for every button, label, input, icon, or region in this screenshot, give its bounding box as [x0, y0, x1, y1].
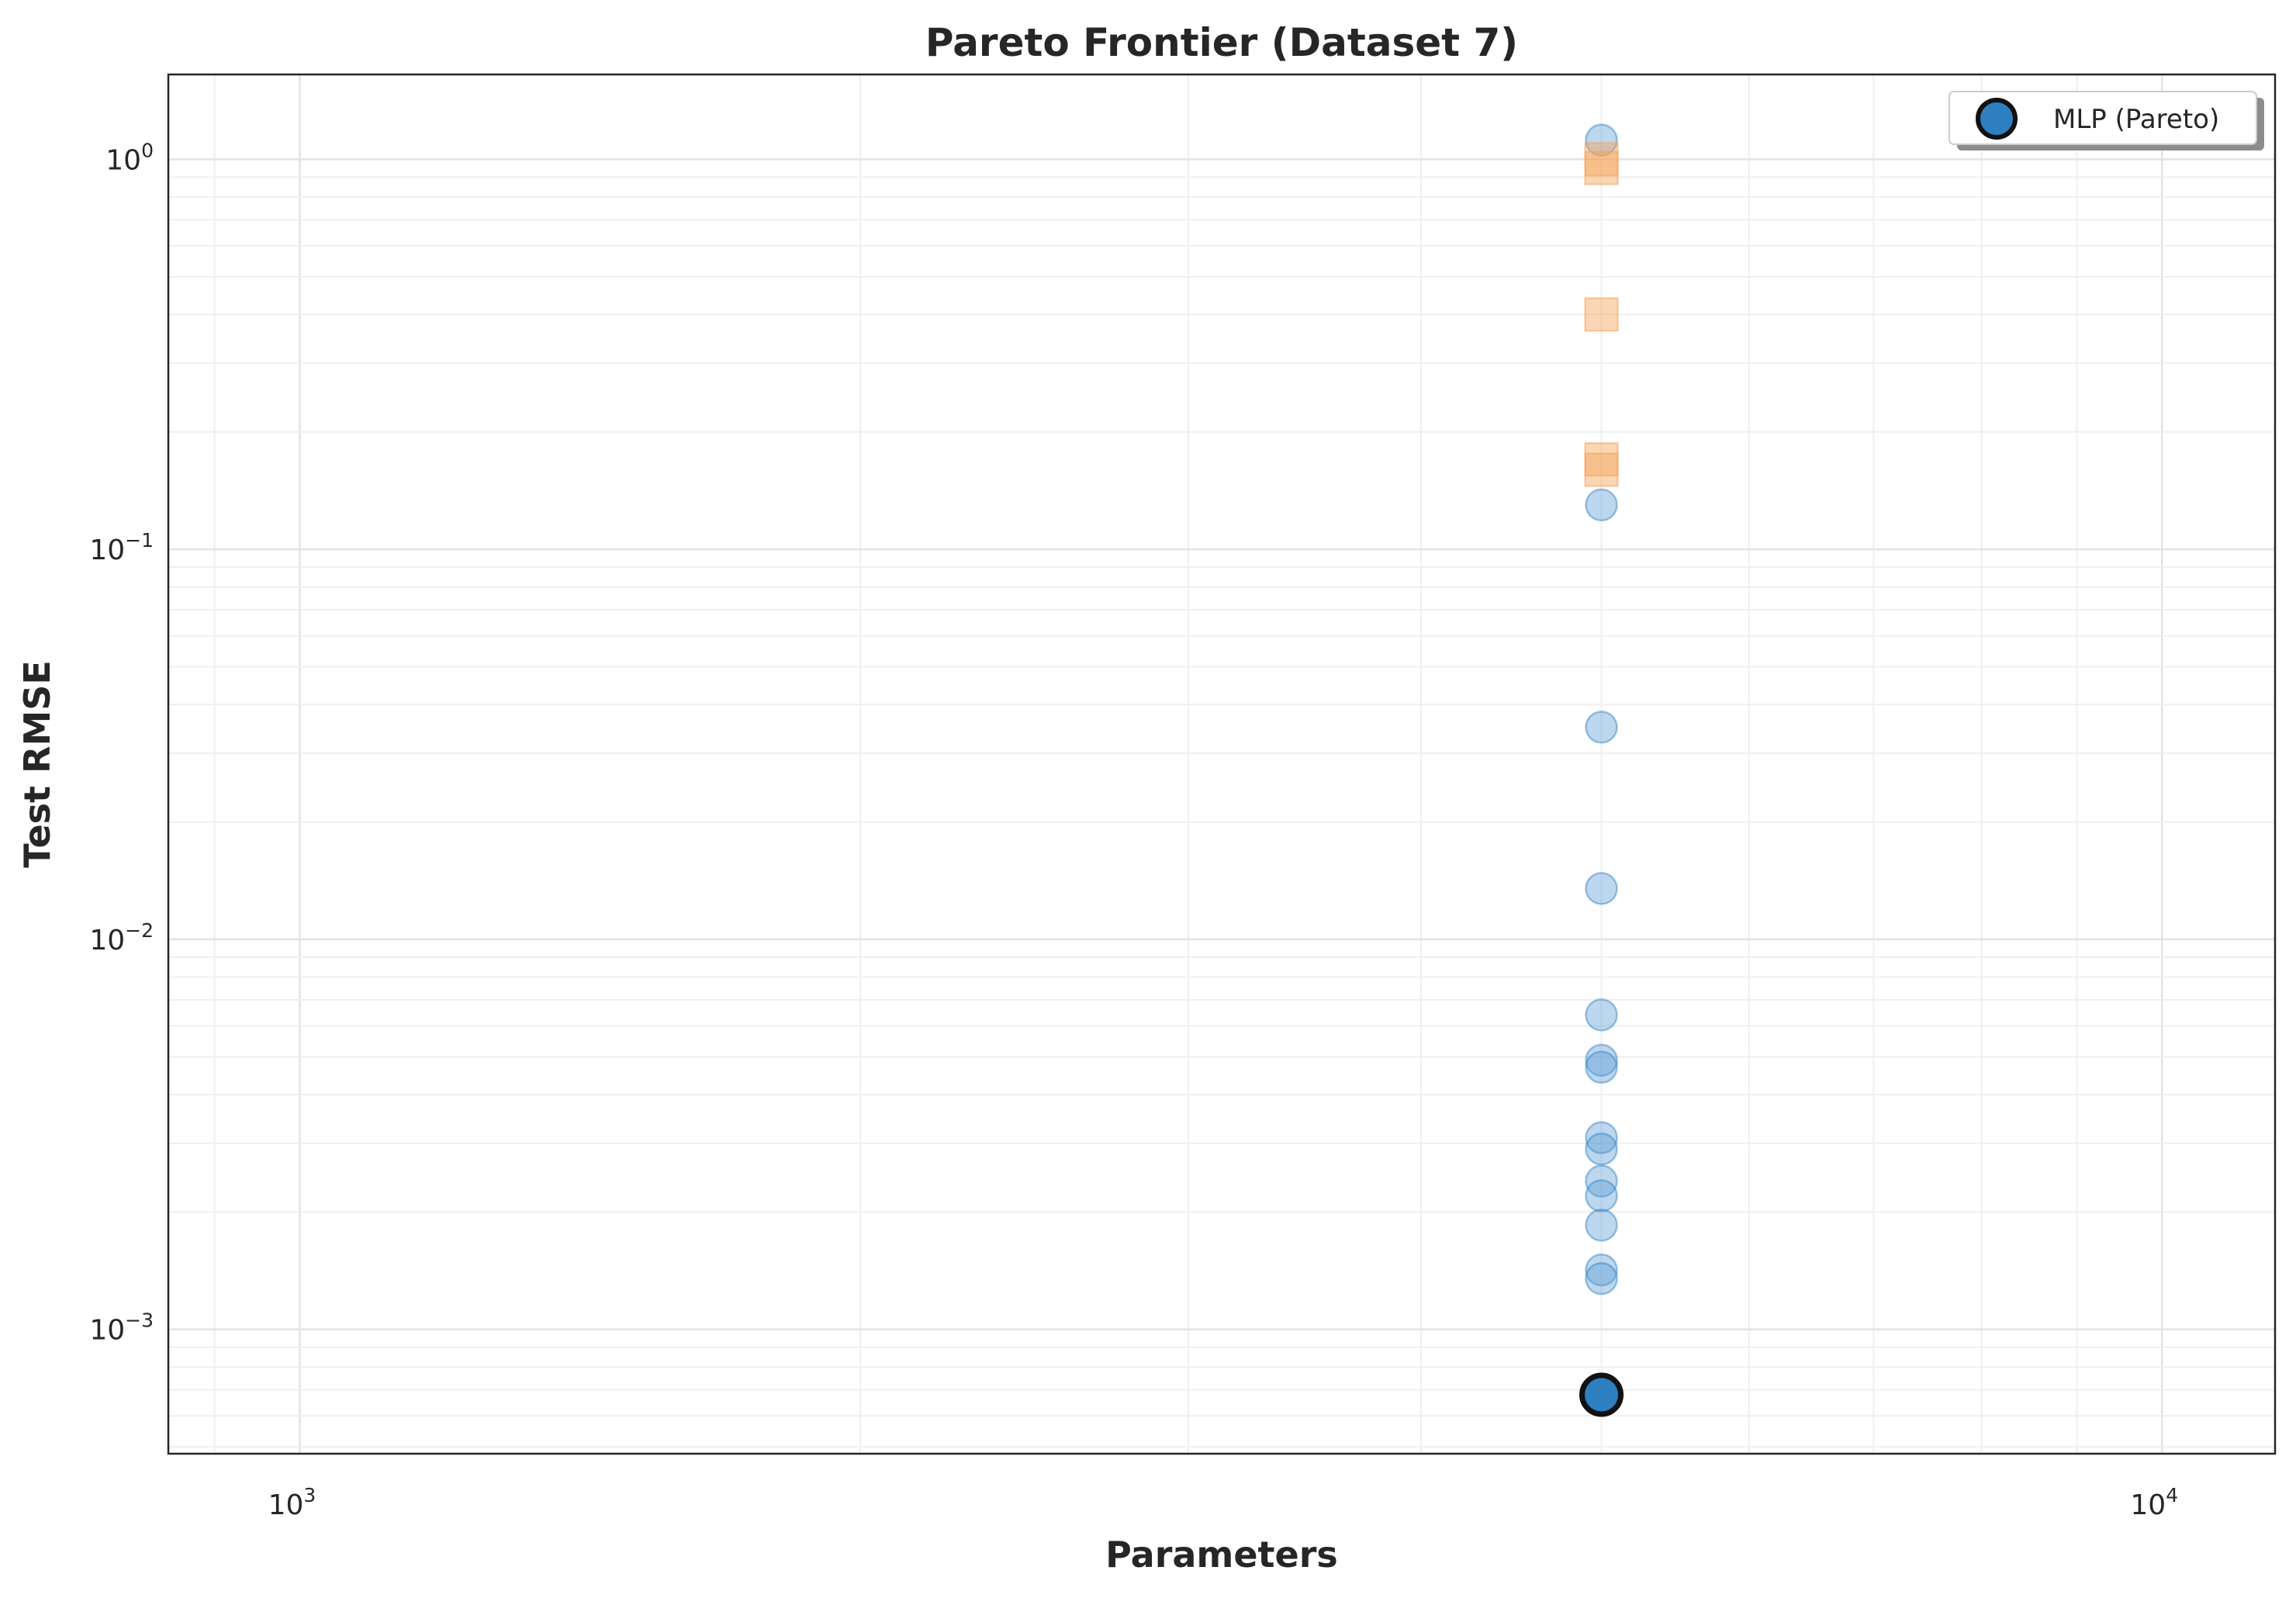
- legend-label-pareto: MLP (Pareto): [2053, 104, 2219, 135]
- circle-point: [1585, 1164, 1618, 1198]
- circle-point: [1585, 1253, 1618, 1287]
- y-axis-label: Test RMSE: [16, 660, 58, 868]
- circle-point: [1585, 488, 1618, 522]
- circle-point: [1585, 872, 1618, 905]
- circle-point: [1585, 711, 1618, 744]
- chart-title: Pareto Frontier (Dataset 7): [925, 20, 1518, 65]
- x-tick-label: 103: [268, 1484, 316, 1521]
- square-point: [1584, 150, 1619, 185]
- x-axis-ticks: 103 104: [268, 1484, 2179, 1521]
- circle-point: [1585, 1121, 1618, 1154]
- y-tick-label: 10−2: [89, 919, 154, 956]
- pareto-point: [1579, 1372, 1624, 1417]
- circle-point: [1585, 1043, 1618, 1077]
- x-axis-label: Parameters: [1105, 1534, 1338, 1576]
- circle-point: [1585, 1050, 1618, 1084]
- square-point: [1584, 142, 1619, 177]
- y-axis-ticks: 10−3 10−2 10−1 100: [89, 139, 154, 1346]
- circle-point: [1585, 998, 1618, 1032]
- legend-marker-pareto: [1976, 98, 2018, 140]
- legend: MLP (Pareto): [1948, 91, 2264, 150]
- plot-frame: [167, 73, 2277, 1455]
- grid: [168, 74, 2275, 1454]
- y-tick-label: 100: [105, 139, 154, 176]
- circle-point: [1585, 123, 1618, 157]
- data-points: [1579, 123, 1624, 1417]
- square-point: [1584, 297, 1619, 332]
- circle-point: [1585, 1179, 1618, 1212]
- circle-point: [1585, 1209, 1618, 1242]
- legend-box: [1948, 91, 2257, 145]
- circle-point: [1585, 1261, 1618, 1295]
- x-tick-label: 104: [2130, 1484, 2178, 1521]
- y-tick-label: 10−3: [89, 1309, 154, 1347]
- y-tick-label: 10−1: [89, 529, 154, 566]
- circle-point: [1585, 1132, 1618, 1166]
- square-point: [1584, 452, 1619, 487]
